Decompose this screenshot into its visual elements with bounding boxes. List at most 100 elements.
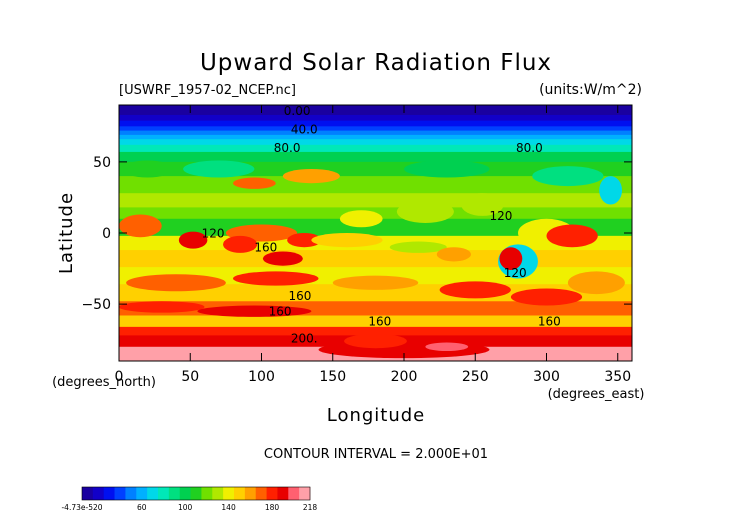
contour-region bbox=[233, 271, 319, 286]
lat-band bbox=[119, 130, 632, 136]
lat-band bbox=[119, 134, 632, 140]
lat-band bbox=[119, 144, 632, 153]
colorbar-swatch bbox=[223, 487, 235, 500]
contour-region bbox=[223, 235, 258, 253]
contour-region bbox=[546, 224, 598, 248]
colorbar-tick-label: -4.73e-520 bbox=[61, 503, 102, 512]
y-axis-label: Latitude bbox=[56, 192, 77, 274]
colorbar-tick-label: 100 bbox=[178, 503, 193, 512]
chart-title: Upward Solar Radiation Flux bbox=[200, 50, 552, 76]
contour-region bbox=[439, 281, 511, 299]
contour-region bbox=[510, 288, 583, 306]
file-label: [USWRF_1957-02_NCEP.nc] bbox=[119, 83, 296, 98]
lat-band bbox=[119, 193, 632, 208]
colorbar-swatch bbox=[103, 487, 115, 500]
colorbar-frame bbox=[81, 486, 311, 501]
x-tick-label: 150 bbox=[319, 369, 346, 385]
contour-region bbox=[461, 193, 504, 216]
contour-label: 0.00 bbox=[284, 104, 311, 118]
colorbar-swatch bbox=[299, 487, 311, 500]
colorbar-swatch bbox=[277, 487, 289, 500]
contour-label: 120 bbox=[202, 226, 225, 240]
y-unit-label: (degrees_north) bbox=[52, 375, 156, 390]
colorbar-swatch bbox=[212, 487, 224, 500]
contour-region bbox=[119, 214, 162, 238]
contour-region bbox=[233, 177, 276, 189]
contour-region bbox=[567, 271, 625, 295]
colorbar-swatch bbox=[136, 487, 148, 500]
colorbar-swatch bbox=[147, 487, 159, 500]
contour-region bbox=[499, 247, 523, 270]
x-tick-label: 350 bbox=[604, 369, 631, 385]
contour-region bbox=[262, 251, 303, 266]
lat-band bbox=[119, 126, 632, 132]
lat-band bbox=[119, 120, 632, 127]
contour-label: 200. bbox=[291, 332, 318, 346]
x-unit-label: (degrees_east) bbox=[548, 387, 645, 402]
colorbar: -4.73e-520 60 100 140 180 218 bbox=[61, 486, 318, 512]
contour-region bbox=[396, 200, 454, 224]
x-tick-label: 200 bbox=[391, 369, 418, 385]
contour-label: 120 bbox=[504, 266, 527, 280]
x-tick-label: 0 bbox=[115, 369, 124, 385]
y-tick-label: 0 bbox=[102, 226, 111, 242]
colorbar-swatch bbox=[92, 487, 105, 500]
colorbar-tick-label: 180 bbox=[265, 503, 280, 512]
contour-region bbox=[344, 333, 407, 349]
y-tick-label: −50 bbox=[81, 297, 111, 313]
contour-region bbox=[121, 160, 174, 178]
colorbar-swatch bbox=[168, 487, 181, 500]
x-tick-label: 50 bbox=[181, 369, 199, 385]
x-tick-label: 250 bbox=[462, 369, 489, 385]
contour-region bbox=[389, 241, 447, 253]
colorbar-swatch bbox=[234, 487, 246, 500]
contour-label: 80.0 bbox=[274, 141, 301, 155]
colorbar-swatch bbox=[201, 487, 213, 500]
x-axis: 0 50 100 150 200 250 300 350 bbox=[115, 105, 631, 385]
contour-region bbox=[532, 166, 604, 187]
colorbar-swatch bbox=[114, 487, 126, 500]
contour-region bbox=[119, 301, 205, 313]
lat-band bbox=[119, 315, 632, 328]
contour-region bbox=[183, 160, 255, 178]
contour-region bbox=[311, 233, 383, 248]
lat-band bbox=[119, 151, 632, 163]
colorbar-swatch bbox=[288, 487, 300, 500]
contour-interval-text: CONTOUR INTERVAL = 2.000E+01 bbox=[264, 447, 488, 462]
lat-band bbox=[119, 250, 632, 268]
colorbar-tick-label: 140 bbox=[221, 503, 236, 512]
contour-region bbox=[126, 274, 226, 292]
contour-region bbox=[404, 160, 490, 178]
colorbar-tick-label: 218 bbox=[303, 503, 318, 512]
colorbar-swatch bbox=[190, 487, 202, 500]
contour-region bbox=[197, 305, 312, 317]
contour-label: 160 bbox=[289, 289, 312, 303]
contour-region bbox=[425, 342, 469, 352]
contour-label: 40.0 bbox=[291, 122, 318, 136]
contour-region bbox=[178, 231, 208, 249]
contour-label: 160 bbox=[538, 314, 561, 328]
colorbar-swatch bbox=[255, 487, 267, 500]
x-tick-label: 300 bbox=[533, 369, 560, 385]
colorbar-swatch bbox=[179, 487, 191, 500]
colorbar-tick-label: 60 bbox=[137, 503, 147, 512]
contour-region bbox=[436, 247, 471, 262]
contour-region bbox=[339, 210, 383, 228]
lat-band bbox=[119, 105, 632, 116]
contour-region bbox=[599, 176, 623, 205]
contour-label: 160 bbox=[254, 240, 277, 254]
contour-region bbox=[282, 169, 340, 184]
y-tick-label: 50 bbox=[93, 155, 111, 171]
x-tick-label: 100 bbox=[248, 369, 275, 385]
lat-band bbox=[119, 139, 632, 146]
y-axis: 50 0 −50 bbox=[81, 155, 632, 313]
lat-band bbox=[119, 326, 632, 336]
units-label: (units:W/m^2) bbox=[539, 82, 642, 98]
colorbar-swatch bbox=[158, 487, 170, 500]
contour-label: 160 bbox=[269, 304, 292, 318]
colorbar-swatch bbox=[244, 487, 257, 500]
colorbar-swatch bbox=[266, 487, 278, 500]
colorbar-swatch bbox=[125, 487, 137, 500]
